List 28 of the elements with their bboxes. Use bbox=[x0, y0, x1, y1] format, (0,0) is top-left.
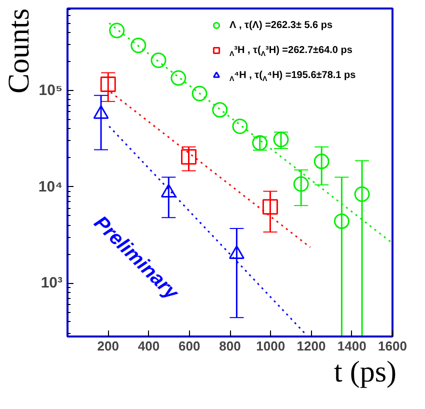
point bbox=[232, 118, 248, 134]
y-tick-label: 10³ bbox=[40, 274, 63, 292]
point bbox=[170, 70, 186, 86]
x-tick-label: 800 bbox=[219, 338, 241, 354]
point bbox=[262, 199, 278, 215]
x-tick-label: 1200 bbox=[296, 338, 326, 354]
x-tick-label: 600 bbox=[178, 338, 200, 354]
point bbox=[334, 213, 350, 229]
x-tick-label: 1000 bbox=[256, 338, 286, 354]
x-tick-label: 400 bbox=[138, 338, 160, 354]
y-tick-label: 10⁵ bbox=[38, 82, 63, 100]
point bbox=[100, 76, 116, 92]
point bbox=[181, 149, 197, 165]
point bbox=[212, 102, 228, 118]
point bbox=[314, 154, 330, 170]
point bbox=[354, 186, 370, 202]
y-axis-title: Counts bbox=[2, 8, 36, 94]
x-tick-label: 1600 bbox=[378, 338, 407, 354]
point bbox=[150, 52, 166, 68]
point bbox=[130, 38, 146, 54]
x-tick-label: 200 bbox=[97, 338, 119, 354]
y-tick-label: 10⁴ bbox=[38, 178, 63, 196]
legend-label: Λ , τ(Λ) =262.3± 5.6 ps bbox=[230, 20, 333, 31]
x-tick-label: 1400 bbox=[337, 338, 366, 354]
point bbox=[109, 22, 125, 38]
point bbox=[192, 86, 208, 102]
point bbox=[293, 176, 309, 192]
x-axis-title: t (ps) bbox=[334, 356, 397, 388]
